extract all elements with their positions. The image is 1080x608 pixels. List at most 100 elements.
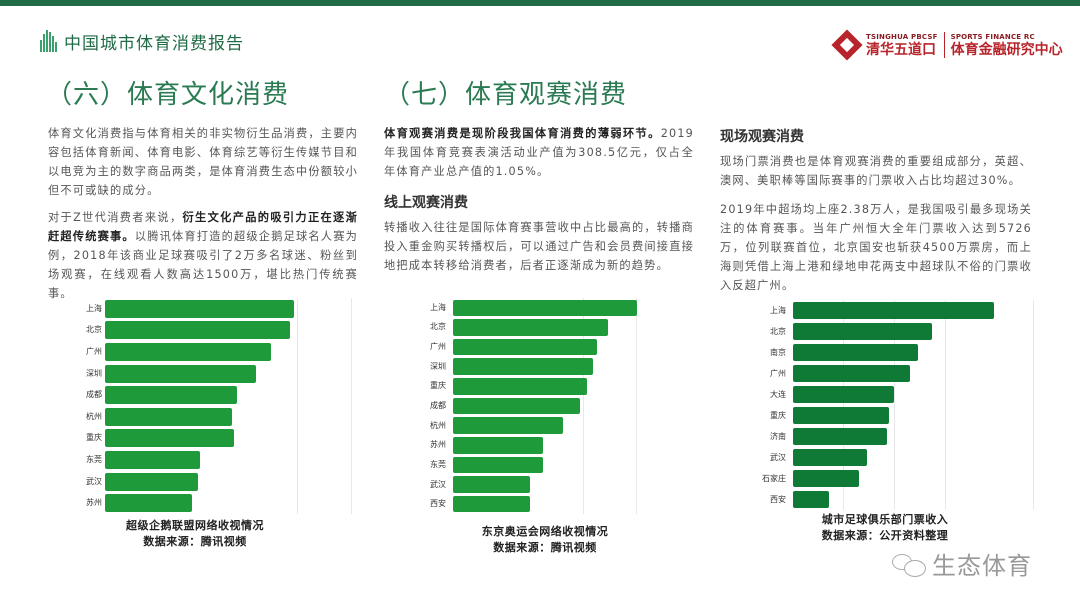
bar-label: 武汉: [430, 479, 446, 489]
bar-label: 北京: [86, 325, 102, 335]
bar-label: 西安: [430, 499, 446, 509]
bar-西安: [793, 490, 830, 509]
bar-label: 广州: [86, 347, 102, 356]
gridline: [894, 300, 895, 510]
institution-logo: TSINGHUA PBCSF 清华五道口 SPORTS FINANCE RC 体…: [831, 29, 1063, 61]
bar-label: 南京: [770, 347, 786, 357]
bar-label: 上海: [86, 303, 102, 313]
chart1-caption: 超级企鹅联盟网络收视情况 数据来源：腾讯视频: [80, 518, 310, 550]
bar-label: 成都: [86, 390, 102, 400]
bar-北京: [105, 321, 291, 340]
bar-重庆: [453, 378, 588, 395]
gridline: [843, 300, 844, 510]
wechat-icon: [892, 552, 926, 577]
logo-left-small: TSINGHUA PBCSF: [866, 32, 938, 41]
bar-深圳: [453, 358, 593, 375]
bar-深圳: [105, 364, 257, 383]
gridline: [945, 300, 946, 510]
bar-label: 大连: [770, 389, 786, 399]
bar-label: 北京: [430, 322, 446, 332]
bar-广州: [105, 342, 272, 362]
report-brand: 中国城市体育消费报告: [40, 28, 244, 54]
culture-paragraph-1: 体育文化消费指与体育相关的非实物衍生品消费，主要内容包括体育新闻、体育电影、体育…: [48, 127, 358, 197]
bar-label: 上海: [430, 302, 446, 312]
live-paragraph-2: 2019年中超场均上座2.38万人，是我国吸引最多现场关注的体育赛事。当年广州恒…: [720, 203, 1032, 292]
bar-上海: [105, 299, 294, 318]
bar-南京: [793, 343, 918, 362]
bar-label: 深圳: [86, 368, 102, 378]
bar-label: 广州: [770, 368, 786, 378]
bar-广州: [453, 338, 597, 356]
bar-label: 济南: [770, 431, 786, 441]
gridline: [1033, 300, 1034, 510]
logo-divider: [943, 32, 945, 58]
bar-杭州: [105, 407, 232, 426]
online-viewing-heading: 线上观赛消费: [384, 195, 468, 211]
bar-西安: [453, 495, 531, 513]
bar-label: 杭州: [430, 420, 446, 430]
culture-para2-rest: 以腾讯体育打造的超级企鹅足球名人赛为例，2018年该商业足球赛吸引了2万多名球迷…: [48, 230, 358, 300]
culture-para2-emphasis: 衍生文化产品的吸引力正在逐渐赶超传统赛事。: [48, 211, 358, 243]
bar-东莞: [105, 450, 200, 470]
bar-label: 成都: [430, 401, 446, 410]
bar-label: 苏州: [430, 440, 446, 450]
bar-杭州: [453, 417, 564, 434]
spectator-intro-emphasis: 体育观赛消费是现阶段我国体育消费的薄弱环节。: [384, 127, 661, 140]
bar-苏州: [105, 494, 192, 513]
bar-重庆: [105, 429, 234, 448]
chart1-source: 数据来源：腾讯视频: [143, 535, 247, 548]
bar-重庆: [793, 406, 890, 425]
bar-大连: [793, 385, 894, 404]
chart-club-ticket-revenue: 上海北京南京广州大连重庆济南武汉石家庄西安: [754, 300, 1034, 510]
gridline: [636, 298, 637, 514]
tsinghua-logo-icon: [831, 29, 863, 61]
bar-label: 上海: [770, 305, 786, 315]
chart-tokyo-olympics-viewership: 上海 北京 广州 深圳 重庆 成都 杭州 苏州 东莞 武汉 西安: [414, 298, 694, 514]
bar-武汉: [105, 472, 198, 491]
bar-label: 深圳: [430, 361, 446, 371]
chart3-title: 城市足球俱乐部门票收入: [821, 513, 949, 526]
bar-东莞: [453, 456, 544, 474]
bar-label: 重庆: [430, 381, 446, 391]
bar-label: 重庆: [770, 410, 786, 420]
bar-济南: [793, 427, 888, 446]
bar-label: 西安: [770, 494, 786, 504]
logo-right-big: 体育金融研究中心: [950, 41, 1063, 58]
bar-石家庄: [793, 469, 860, 488]
logo-right-small: SPORTS FINANCE RC: [950, 32, 1035, 41]
gridline: [351, 298, 352, 514]
top-accent-bar: [0, 0, 1080, 6]
spectator-intro-rest: 2019年我国体育竞赛表演活动业产值为308.5亿元，仅占全年体育产业总产值的1…: [384, 127, 694, 178]
chart1-title: 超级企鹅联盟网络收视情况: [126, 519, 264, 532]
culture-para2-lead: 对于Z世代消费者来说，: [48, 211, 183, 224]
culture-paragraph-2: 对于Z世代消费者来说，衍生文化产品的吸引力正在逐渐赶超传统赛事。以腾讯体育打造的…: [48, 208, 358, 303]
live-paragraph-1: 现场门票消费也是体育观赛消费的重要组成部分，英超、澳网、美职棒等国际赛事的门票收…: [720, 155, 1032, 187]
chart3-caption: 城市足球俱乐部门票收入 数据来源：公开资料整理: [770, 512, 1000, 544]
bar-label: 重庆: [86, 433, 102, 443]
report-title: 中国城市体育消费报告: [64, 33, 244, 54]
chart2-title: 东京奥运会网络收视情况: [481, 525, 609, 538]
watermark-text: 生态体育: [932, 552, 1032, 580]
online-viewing-paragraph: 转播收入往往是国际体育赛事营收中占比最高的，转播商投入重金购买转播权后，可以通过…: [384, 221, 694, 272]
bar-label: 北京: [770, 326, 786, 336]
chart2-caption: 东京奥运会网络收视情况 数据来源：腾讯视频: [430, 524, 660, 556]
wechat-watermark: 生态体育: [892, 546, 1032, 581]
bar-label: 杭州: [86, 411, 102, 421]
bar-北京: [453, 319, 608, 336]
bar-label: 石家庄: [762, 473, 786, 483]
chart2-source: 数据来源：腾讯视频: [493, 541, 597, 554]
bar-武汉: [453, 476, 531, 493]
bar-苏州: [453, 437, 544, 454]
spectator-intro: 体育观赛消费是现阶段我国体育消费的薄弱环节。2019年我国体育竞赛表演活动业产值…: [384, 124, 694, 181]
chart-penguin-league-viewership: 上海 北京 广州 深圳 成都 杭州 重庆 东莞 武汉 苏州: [70, 298, 352, 514]
bar-广州: [793, 364, 910, 383]
bar-上海: [453, 299, 637, 317]
bar-label: 武汉: [86, 476, 102, 486]
bar-成都: [105, 386, 238, 405]
section-title-culture: （六）体育文化消费: [46, 80, 290, 110]
bar-label: 武汉: [770, 452, 786, 462]
bar-label: 广州: [430, 342, 446, 352]
gridline: [583, 298, 584, 514]
bar-成都: [453, 397, 580, 415]
bar-武汉: [793, 448, 868, 467]
